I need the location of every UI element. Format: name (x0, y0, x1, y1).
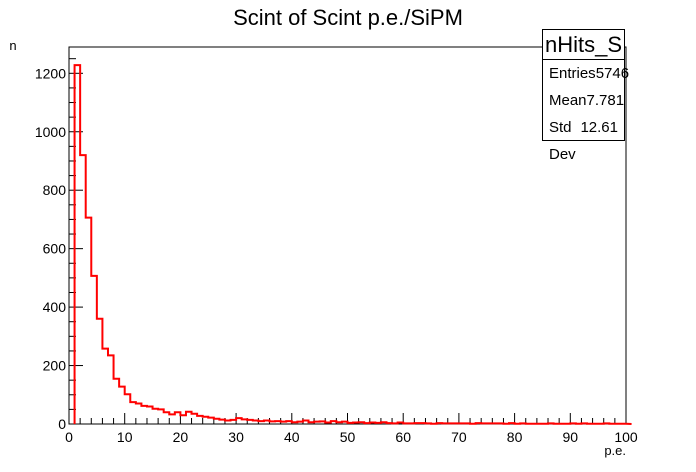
tick-label: 400 (43, 299, 67, 315)
tick-label: 600 (43, 241, 67, 257)
tick-label: 10 (117, 429, 133, 445)
x-axis-label: p.e. (604, 443, 626, 458)
stats-value: 12.61 (580, 119, 618, 136)
stats-label: Std Dev (549, 119, 576, 163)
y-axis: 0 200 400 600 800 1000 1200 (35, 58, 83, 432)
tick-label: 100 (614, 429, 638, 445)
tick-label: 40 (284, 429, 300, 445)
tick-label: 20 (173, 429, 189, 445)
tick-label: 0 (65, 429, 73, 445)
y-axis-label: n (9, 38, 16, 53)
tick-label: 200 (43, 358, 67, 374)
stats-label: Mean (549, 92, 587, 109)
tick-label: 80 (507, 429, 523, 445)
histogram-series-line (73, 64, 632, 425)
tick-label: 70 (451, 429, 467, 445)
tick-label: 50 (340, 429, 356, 445)
stats-row-entries: Entries 5746 (543, 60, 629, 87)
tick-label: 1200 (35, 65, 66, 81)
tick-label: 0 (58, 416, 66, 432)
chart-title: Scint of Scint p.e./SiPM (233, 5, 463, 30)
stats-value: 5746 (595, 65, 630, 82)
x-axis: 0 10 20 30 40 50 60 70 80 90 100 (65, 413, 638, 445)
tick-label: 1000 (35, 124, 66, 140)
tick-label: 30 (228, 429, 244, 445)
stats-box: nHits_S Entries 5746 Mean 7.781 Std Dev … (542, 29, 629, 163)
stats-row-stddev: Std Dev 12.61 (543, 114, 624, 163)
stats-row-mean: Mean 7.781 (543, 87, 624, 114)
tick-label: 800 (43, 182, 67, 198)
stats-label: Entries (549, 65, 596, 82)
stats-box-title: nHits_S (543, 30, 624, 60)
tick-label: 90 (563, 429, 579, 445)
stats-value: 7.781 (586, 92, 625, 109)
tick-label: 60 (395, 429, 411, 445)
